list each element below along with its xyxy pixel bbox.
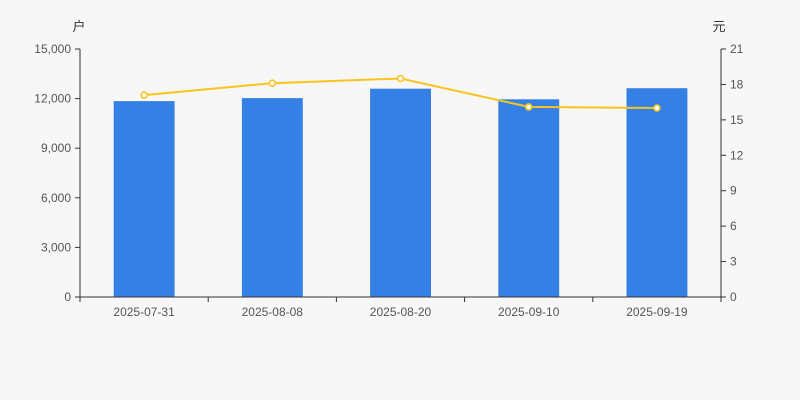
y-axis-right-label: 3 <box>730 255 737 269</box>
y-axis-right-label: 0 <box>730 290 737 304</box>
axes: 0 3,000 6,000 9,000 12,000 15,000 0 3 6 9 12 15 18 21… <box>34 42 743 319</box>
y-axis-left-label: 12,000 <box>34 92 71 106</box>
x-axis-label: 2025-08-08 <box>242 305 304 319</box>
y-axis-left-label: 0 <box>64 290 71 304</box>
y-axis-left-label: 15,000 <box>34 42 71 56</box>
x-axis-label: 2025-09-10 <box>498 305 560 319</box>
price-point-2025-08-08 <box>268 79 277 87</box>
line-series <box>140 74 661 112</box>
price-point-2025-08-20 <box>396 74 405 83</box>
y-axis-right-label: 6 <box>730 219 737 233</box>
bar-2025-09-19 <box>626 88 688 297</box>
x-axis-label: 2025-09-19 <box>626 305 688 319</box>
price-point-2025-07-31 <box>140 91 148 99</box>
x-axis-label: 2025-07-31 <box>113 305 175 319</box>
bar-2025-09-10 <box>498 99 560 297</box>
x-axis-label: 2025-08-20 <box>370 305 432 319</box>
price-point-2025-09-19 <box>653 104 661 112</box>
y-axis-right-label: 18 <box>730 77 744 91</box>
price-point-2025-09-10 <box>524 103 533 111</box>
y-axis-right-label: 12 <box>730 148 744 162</box>
y-axis-left-label: 6,000 <box>41 191 71 205</box>
y-axis-right-label: 21 <box>730 42 744 56</box>
y-axis-right-label: 15 <box>730 113 744 127</box>
y-axis-left-label: 9,000 <box>41 141 71 155</box>
bar-2025-08-20 <box>370 88 431 297</box>
right-axis-unit-label: 元 <box>712 19 725 34</box>
bar-series <box>113 88 688 297</box>
bar-2025-08-08 <box>241 98 303 297</box>
y-axis-left-label: 3,000 <box>41 240 71 254</box>
y-axis-right-label: 9 <box>730 184 737 198</box>
left-axis-unit-label: 户 <box>72 19 85 34</box>
bar-2025-07-31 <box>113 101 175 297</box>
